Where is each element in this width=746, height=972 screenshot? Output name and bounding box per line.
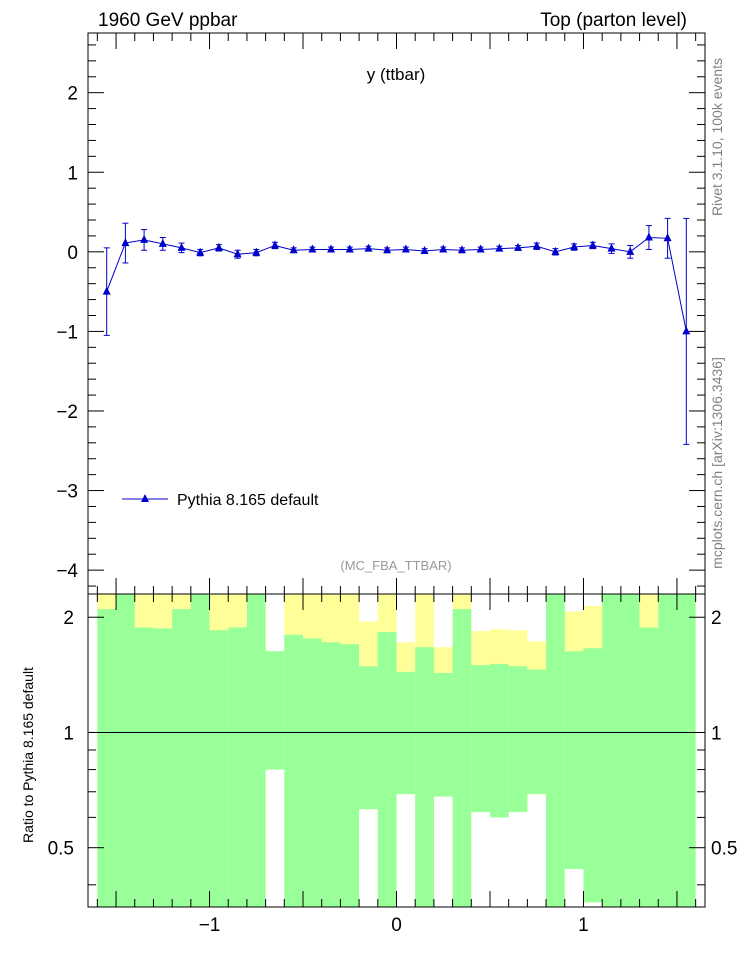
- data-point-marker: [308, 244, 317, 253]
- data-point-marker: [252, 247, 261, 256]
- ratio-band-green: [564, 651, 584, 869]
- data-point-marker: [345, 244, 354, 253]
- ratio-panel: 0.5 0.5 1 1 2 2 −1 0 1 Ratio to Pythia 8.165 def…: [20, 593, 737, 936]
- main-plot-title: y (ttbar): [367, 65, 426, 84]
- ratio-band-green: [658, 594, 677, 907]
- header-process-label: Top (parton level): [540, 10, 687, 31]
- ratio-band-green: [396, 671, 416, 795]
- analysis-label: (MC_FBA_TTBAR): [340, 558, 451, 573]
- ratio-x-tick-label: 0: [391, 915, 402, 936]
- ratio-band-green: [134, 627, 154, 907]
- ratio-y-tick-label-right: 2: [711, 608, 722, 629]
- main-y-tick-label: 2: [67, 84, 78, 105]
- ratio-y-tick-label-left: 0.5: [48, 839, 74, 860]
- data-point-marker: [532, 241, 541, 250]
- ratio-band-green: [303, 638, 322, 907]
- data-point-marker: [327, 244, 336, 253]
- data-point-marker: [158, 238, 167, 247]
- ratio-y-tick-label-right: 1: [711, 723, 722, 744]
- data-point-marker: [102, 286, 111, 295]
- data-point-marker: [607, 243, 616, 252]
- main-frame: [87, 32, 706, 595]
- main-y-tick-label: 0: [67, 243, 78, 264]
- main-y-tick-label: −2: [56, 402, 78, 423]
- ratio-y-tick-label-right: 0.5: [711, 839, 737, 860]
- data-point-marker: [140, 234, 149, 243]
- legend-triangle-marker: [141, 494, 149, 502]
- ratio-x-tick-label: −1: [199, 915, 221, 936]
- ratio-band-green: [172, 609, 191, 907]
- ratio-band-green: [116, 594, 135, 907]
- ratio-band-green: [284, 634, 304, 907]
- ratio-band-green: [489, 663, 509, 818]
- ratio-band-green: [153, 628, 173, 907]
- data-point-marker: [588, 240, 597, 249]
- ratio-band-green: [228, 627, 247, 907]
- data-point-marker: [401, 244, 410, 253]
- main-y-tick-label: −3: [56, 482, 78, 503]
- ratio-band-green: [602, 594, 621, 907]
- ratio-y-tick-label-left: 1: [63, 723, 74, 744]
- ratio-x-tick-label: 1: [578, 915, 589, 936]
- data-point-marker: [177, 242, 186, 251]
- data-point-marker: [570, 242, 579, 251]
- ratio-band-green: [471, 665, 490, 812]
- main-y-tick-label: −1: [56, 322, 78, 343]
- ratio-band-green: [97, 609, 117, 907]
- series-line: [106, 236, 687, 332]
- ratio-band-green: [246, 594, 266, 907]
- main-y-tick-label: −4: [56, 561, 78, 582]
- data-point-marker: [196, 247, 205, 256]
- ratio-band-green: [209, 630, 229, 907]
- data-point-marker: [439, 244, 448, 253]
- data-point-marker: [551, 246, 560, 255]
- ratio-band-green: [452, 609, 472, 907]
- ratio-y-axis-label: Ratio to Pythia 8.165 default: [20, 667, 36, 843]
- ratio-band-green: [639, 627, 659, 907]
- ratio-band-green: [583, 648, 603, 903]
- ratio-band-green: [340, 644, 360, 907]
- ratio-bands: [97, 594, 696, 907]
- ratio-band-green: [676, 594, 696, 907]
- ratio-band-green: [527, 669, 547, 795]
- ratio-y-tick-label-left: 2: [63, 608, 74, 629]
- data-point-marker: [457, 245, 466, 254]
- ratio-band-green: [415, 647, 434, 907]
- data-point-marker: [383, 245, 392, 254]
- data-point-marker: [476, 244, 485, 253]
- mcplots-source-label: mcplots.cern.ch [arXiv:1306.3436]: [709, 357, 725, 569]
- data-point-marker: [289, 245, 298, 254]
- legend: Pythia 8.165 default: [122, 492, 319, 509]
- data-point-marker: [626, 246, 635, 255]
- data-point-marker: [495, 243, 504, 252]
- data-point-marker: [420, 246, 429, 255]
- ratio-band-green: [433, 673, 453, 797]
- header-energy-label: 1960 GeV ppbar: [98, 10, 238, 31]
- ratio-band-green: [190, 594, 210, 907]
- main-axis-ticks: −4 −3 −2 −1 0 1 2: [56, 33, 705, 594]
- ratio-axis-ticks: 0.5 0.5 1 1 2 2 −1 0 1: [48, 594, 737, 936]
- ratio-band-green: [359, 666, 378, 810]
- rivet-version-label: Rivet 3.1.10, 100k events: [709, 58, 725, 216]
- data-point-marker: [270, 240, 279, 249]
- ratio-band-green: [546, 594, 565, 907]
- data-point-marker: [514, 242, 523, 251]
- ratio-band-green: [265, 651, 285, 770]
- data-point-marker: [214, 242, 223, 251]
- legend-entry-label: Pythia 8.165 default: [177, 492, 319, 509]
- data-point-marker: [121, 238, 130, 247]
- data-point-marker: [233, 249, 242, 258]
- data-point-marker: [644, 232, 653, 241]
- ratio-band-green: [508, 666, 528, 812]
- data-point-marker: [682, 326, 691, 335]
- main-data-series: [102, 217, 691, 445]
- main-panel: y (ttbar) (MC_FBA_TTBAR) −4 −3 −2 −1 0 1 2 Pyt…: [56, 32, 706, 595]
- main-y-tick-label: 1: [67, 163, 78, 184]
- ratio-band-green: [321, 642, 341, 907]
- ratio-band-green: [377, 632, 397, 907]
- ratio-band-green: [620, 594, 640, 907]
- data-point-marker: [364, 243, 373, 252]
- data-point-marker: [663, 233, 672, 242]
